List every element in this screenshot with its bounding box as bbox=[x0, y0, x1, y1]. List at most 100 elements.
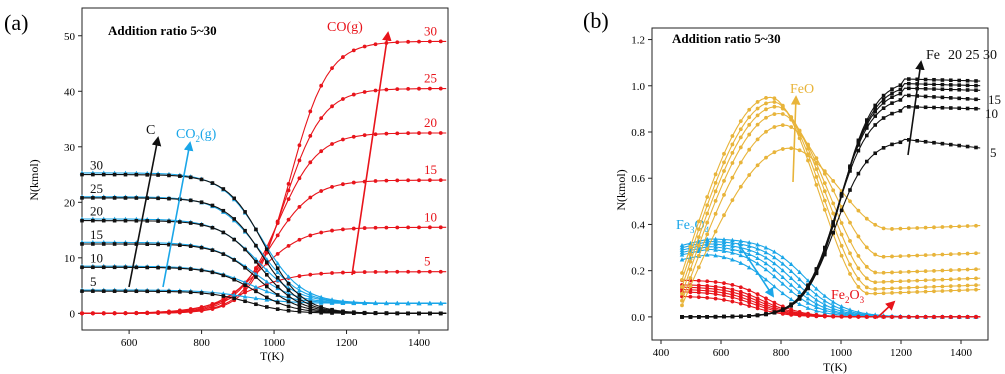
c-series-15-point bbox=[189, 244, 193, 248]
feo-series-5-point bbox=[974, 224, 978, 228]
fe-series-10-point bbox=[882, 116, 886, 120]
feo-series-25-point bbox=[915, 286, 919, 290]
panel-a-plot: 600 800 1000 1200 14000102030405051015202530… bbox=[64, 8, 448, 349]
fe3o4-series-5-point bbox=[789, 297, 794, 301]
fe2o3-series-30-point bbox=[924, 315, 928, 319]
co-series-15-point bbox=[395, 179, 399, 183]
fe-series-20-point bbox=[957, 88, 961, 92]
co-series-25-point bbox=[384, 88, 388, 92]
feo-series-10-point bbox=[907, 254, 911, 258]
feo-series-10-point bbox=[915, 254, 919, 258]
c-series-5-point bbox=[232, 297, 236, 301]
fe-series-25-point bbox=[882, 98, 886, 102]
co-series-30-point bbox=[80, 311, 84, 315]
c-series-30-point bbox=[167, 174, 171, 178]
panel-b-plot: 400 600 800 1000 1200 14000.00.20.40.60.81.01… bbox=[631, 28, 988, 359]
feo-series-10-point bbox=[941, 253, 945, 257]
fe-series-25-point bbox=[932, 83, 936, 87]
fe-series-20-point bbox=[890, 95, 894, 99]
c-series-5-point bbox=[200, 291, 204, 295]
fe-series-10-point bbox=[924, 105, 928, 109]
feo-series-20-point bbox=[915, 279, 919, 283]
feo-series-30-point bbox=[974, 288, 978, 292]
feo-series-25-point bbox=[705, 203, 709, 207]
feo-series-10-point bbox=[722, 193, 726, 197]
feo-series-10-point bbox=[882, 255, 886, 259]
co-series-30-point bbox=[276, 220, 280, 224]
c-series-30-point bbox=[417, 312, 421, 316]
fe-series-30-point bbox=[789, 304, 793, 308]
y-tick-label: 20 bbox=[64, 197, 76, 209]
feo-series-25-point bbox=[848, 263, 852, 267]
c-series-5-point bbox=[211, 292, 215, 296]
fe2o3-series-25-point bbox=[722, 286, 726, 290]
fe-series-30-point bbox=[798, 297, 802, 301]
feo-series-5-point bbox=[848, 199, 852, 203]
c-ratio-label: 10 bbox=[90, 250, 103, 265]
fe-series-5-point bbox=[857, 172, 861, 176]
co-series-10-point bbox=[363, 226, 367, 230]
feo-series-10-point bbox=[705, 232, 709, 236]
feo-series-5-point bbox=[747, 173, 751, 177]
fe-series-10-point bbox=[899, 109, 903, 113]
fe2o3-series-25-point bbox=[697, 284, 701, 288]
co-series-15-point bbox=[406, 178, 410, 182]
c-series-30-point bbox=[428, 312, 432, 316]
c-series-25-point bbox=[287, 288, 291, 292]
co-series-30-point bbox=[406, 40, 410, 44]
feo-series-15-point bbox=[957, 268, 961, 272]
feo-series-30-line bbox=[682, 97, 980, 293]
feo-series-15-point bbox=[739, 146, 743, 150]
feo-series-5-point bbox=[932, 225, 936, 229]
feo-series-15-point bbox=[899, 270, 903, 274]
x-tick-label: 1000 bbox=[263, 337, 286, 349]
fe-series-15-point bbox=[974, 98, 978, 102]
feo-series-20-point bbox=[773, 105, 777, 109]
feo-series-5-point bbox=[714, 230, 718, 234]
feo-series-25-point bbox=[907, 286, 911, 290]
feo-series-5-point bbox=[731, 198, 735, 202]
fe2o3-series-30-point bbox=[756, 292, 760, 296]
fe-series-30-point bbox=[924, 78, 928, 82]
feo-series-20-point bbox=[949, 277, 953, 281]
c-series-20-point bbox=[200, 223, 204, 227]
fe-series-5-point bbox=[941, 142, 945, 146]
fe2o3-series-30-point bbox=[957, 315, 961, 319]
c-series-25-point bbox=[276, 276, 280, 280]
co-ratio-label: 30 bbox=[424, 23, 437, 38]
fe2o3-series-30-point bbox=[789, 308, 793, 312]
plot-frame bbox=[82, 8, 448, 330]
feo-series-30-point bbox=[966, 288, 970, 292]
fe-series-15-point bbox=[899, 98, 903, 102]
co2-trend-arrow bbox=[163, 143, 190, 287]
feo-series-20-point bbox=[840, 233, 844, 237]
feo-series-25-point bbox=[840, 244, 844, 248]
feo-series-10-point bbox=[831, 188, 835, 192]
co-series-10-point bbox=[319, 231, 323, 235]
feo-series-5-point bbox=[966, 224, 970, 228]
feo-series-5-point bbox=[831, 179, 835, 183]
c-series-10-point bbox=[276, 301, 280, 305]
fe2o3-series-30-point bbox=[806, 312, 810, 316]
feo-series-10-point bbox=[731, 176, 735, 180]
y-tick-label: 0.8 bbox=[631, 127, 645, 139]
c-series-15-point bbox=[113, 242, 117, 246]
fe-series-30-point bbox=[957, 79, 961, 83]
fe-series-5-point bbox=[882, 146, 886, 150]
c-series-5-point bbox=[113, 289, 117, 293]
c-series-30-point bbox=[232, 197, 236, 201]
c-series-25-point bbox=[189, 199, 193, 203]
feo-series-15-point bbox=[941, 269, 945, 273]
feo-series-25-point bbox=[722, 161, 726, 165]
co2-series-25-point bbox=[297, 288, 302, 292]
fe2o3-series-5-point bbox=[697, 295, 701, 299]
c-series-30-point bbox=[80, 173, 84, 177]
feo-series-20-point bbox=[722, 169, 726, 173]
feo-series-30-point bbox=[941, 289, 945, 293]
fe2o3-series-30-point bbox=[907, 315, 911, 319]
fe-series-20-point bbox=[882, 101, 886, 105]
co-series-25-point bbox=[374, 89, 378, 93]
fe-series-5-point bbox=[924, 140, 928, 144]
panel-b-fe-10: 10 bbox=[985, 106, 998, 121]
feo-series-20-point bbox=[831, 212, 835, 216]
